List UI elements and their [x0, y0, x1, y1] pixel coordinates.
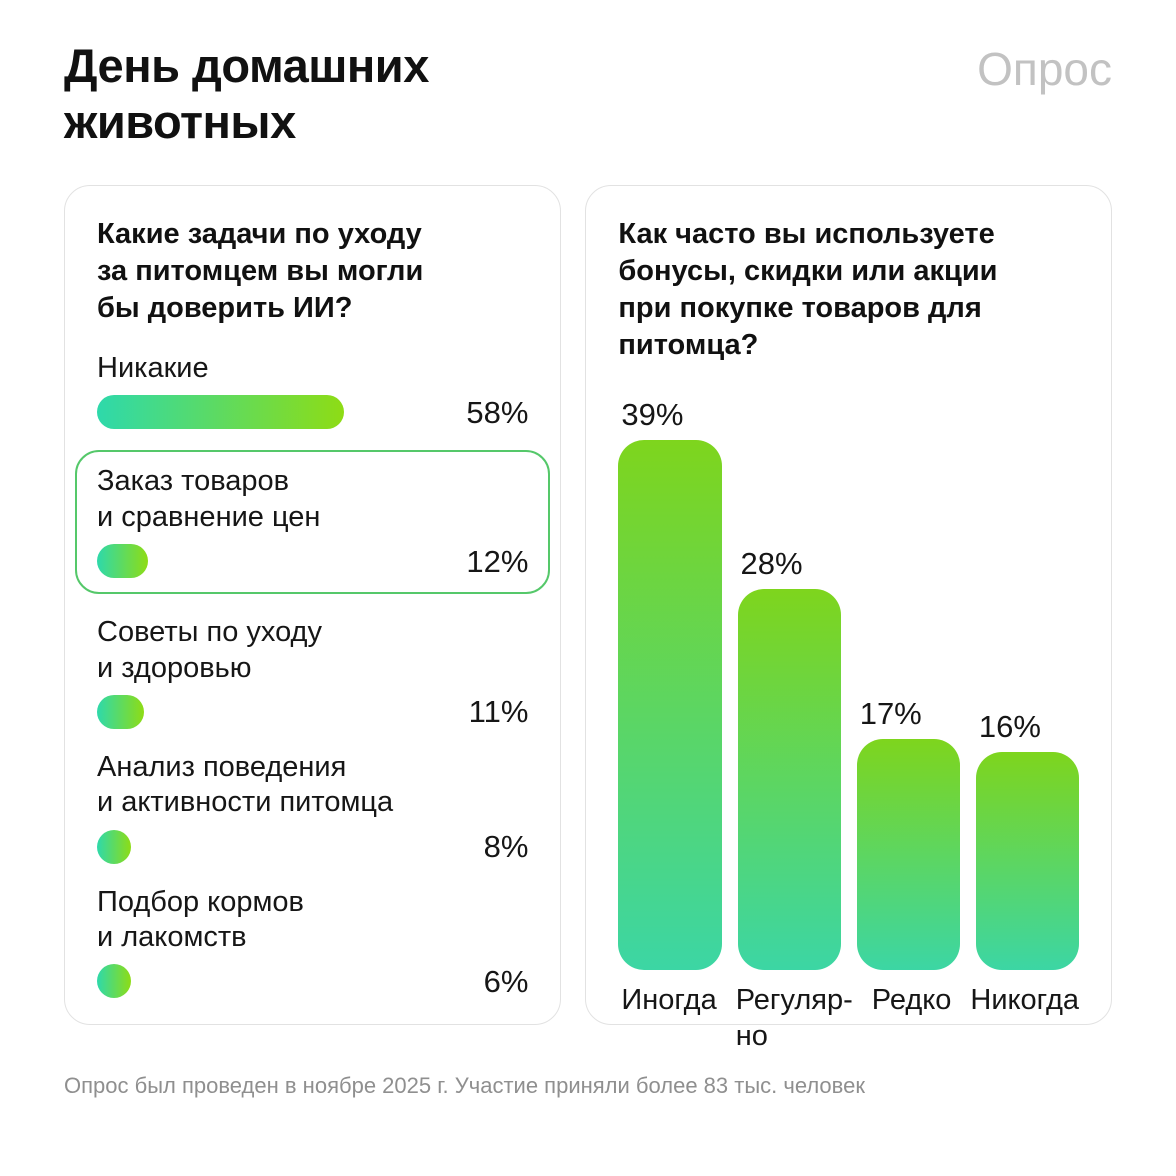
bar-value-label: 28%: [740, 546, 803, 582]
bar-value-label: 16%: [978, 709, 1041, 745]
list-item: Анализ поведения и активности питомца 8%: [97, 750, 528, 864]
item-value: 11%: [468, 694, 529, 730]
horizontal-bar: [97, 829, 131, 864]
list-item: Подбор кормов и лакомств 6%: [97, 885, 528, 999]
highlighted-item-box: Заказ товаров и сравнение цен 12%: [75, 450, 551, 595]
horizontal-bar: [97, 694, 144, 729]
bar-column: 17%: [856, 696, 960, 971]
category-label: Редко: [871, 984, 952, 1017]
list-item: Никакие 58%: [97, 351, 529, 430]
item-label: Советы по уходу и здоровью: [97, 616, 322, 684]
horizontal-bar: [97, 964, 131, 999]
horizontal-bar: [97, 544, 148, 579]
item-label: Заказ товаров и сравнение цен: [97, 465, 321, 533]
bar-column: 28%: [737, 546, 841, 971]
category-label: Иногда: [621, 984, 717, 1017]
list-item: Заказ товаров и сравнение цен 12%: [97, 464, 529, 579]
vertical-bar: [737, 589, 841, 971]
vertical-bar-chart: 39% 28% 17% 16% Иногда Регуляр- но Редко Ни…: [618, 388, 1080, 1054]
item-value: 6%: [483, 963, 529, 999]
category-label: Никогда: [970, 984, 1079, 1017]
bar-row: 12%: [97, 543, 529, 579]
bar-row: 58%: [97, 394, 529, 430]
item-value: 12%: [466, 543, 529, 579]
item-label: Никакие: [97, 352, 209, 385]
vertical-bar: [618, 440, 722, 971]
right-chart-heading: Как часто вы используете бонусы, скидки …: [618, 217, 998, 362]
item-label: Анализ поведения и активности питомца: [97, 750, 394, 819]
vertical-bar: [975, 752, 1080, 971]
category-label: Регуляр- но: [735, 984, 853, 1052]
left-chart-heading: Какие задачи по уходу за питомцем вы мог…: [97, 217, 424, 324]
bars-row: 39% 28% 17% 16%: [618, 388, 1080, 971]
right-chart-card: Как часто вы используете бонусы, скидки …: [585, 184, 1112, 1052]
category-labels-row: Иногда Регуляр- но Редко Никогда: [618, 983, 1079, 1054]
horizontal-bar: [97, 395, 344, 430]
left-items: Никакие 58% Заказ товаров и сравнение це…: [75, 351, 551, 1019]
vertical-bar: [856, 739, 960, 971]
list-item: Советы по уходу и здоровью 11%: [97, 615, 528, 729]
survey-watermark: Опрос: [977, 43, 1112, 95]
page-title: День домашних животных: [64, 39, 429, 149]
item-value: 8%: [483, 829, 529, 865]
bar-column: 39%: [618, 397, 722, 971]
charts-row: Какие задачи по уходу за питомцем вы мог…: [64, 184, 1112, 1052]
bar-value-label: 17%: [859, 696, 922, 732]
bar-value-label: 39%: [621, 397, 684, 433]
footer-note: Опрос был проведен в ноябре 2025 г. Учас…: [64, 1072, 865, 1098]
bar-column: 16%: [975, 709, 1080, 971]
left-chart-card: Какие задачи по уходу за питомцем вы мог…: [64, 184, 562, 1025]
bar-row: 8%: [97, 829, 529, 865]
item-label: Подбор кормов и лакомств: [97, 885, 304, 954]
bar-row: 6%: [97, 963, 529, 999]
item-value: 58%: [466, 394, 529, 430]
bar-row: 11%: [97, 694, 529, 730]
header: День домашних животных Опрос: [64, 38, 1112, 151]
infographic-page: День домашних животных Опрос Какие задач…: [64, 38, 1112, 1098]
